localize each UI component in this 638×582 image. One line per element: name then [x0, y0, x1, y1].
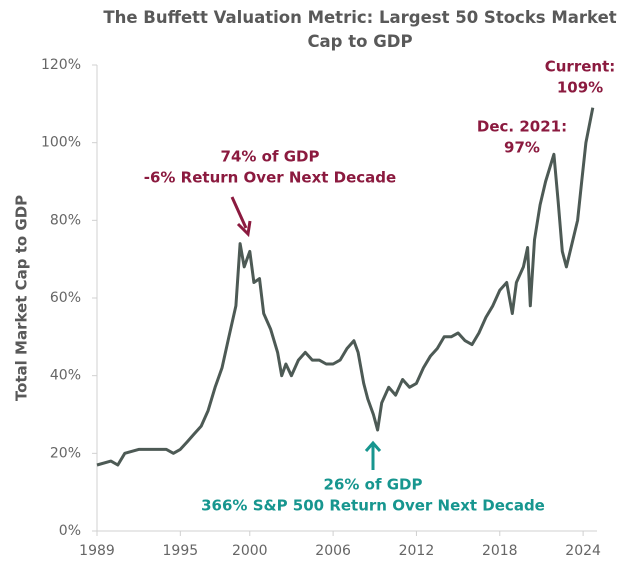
x-tick-label: 2024: [565, 543, 601, 559]
y-tick-label: 100%: [41, 135, 81, 151]
annotation: Dec. 2021:: [477, 118, 567, 136]
annotation: 97%: [504, 139, 540, 157]
annotation: Current:: [545, 58, 616, 76]
annotation: 74% of GDP: [221, 148, 320, 166]
y-tick-label: 60%: [50, 290, 81, 306]
arrow: [230, 196, 248, 229]
arrowhead: [364, 440, 382, 452]
x-tick-label: 2000: [232, 543, 268, 559]
annotation: 26% of GDP: [324, 476, 423, 494]
y-tick-label: 80%: [50, 212, 81, 228]
arrowhead: [236, 220, 252, 238]
y-tick-label: 0%: [59, 523, 81, 539]
x-tick-label: 2006: [315, 543, 351, 559]
x-tick-label: 2012: [399, 543, 435, 559]
annotation: 366% S&P 500 Return Over Next Decade: [201, 497, 545, 515]
x-tick-label: 1989: [79, 543, 115, 559]
y-tick-label: 20%: [50, 445, 81, 461]
line-series: [96, 107, 595, 467]
x-tick-label: 2018: [482, 543, 518, 559]
annotation: 109%: [557, 79, 603, 97]
y-tick-label: 40%: [50, 368, 81, 384]
annotation: -6% Return Over Next Decade: [144, 169, 396, 187]
chart-title: The Buffett Valuation Metric: Largest 50…: [103, 8, 617, 51]
y-tick-label: 120%: [41, 57, 81, 73]
x-tick-label: 1995: [163, 543, 199, 559]
y-axis-label: Total Market Cap to GDP: [13, 195, 31, 401]
